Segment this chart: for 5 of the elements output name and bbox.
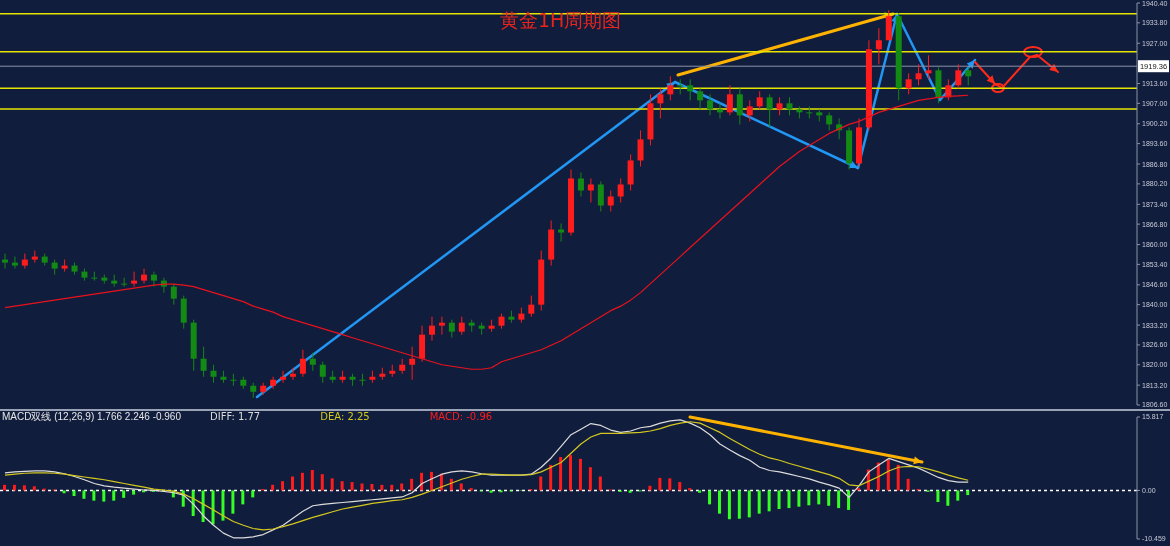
text: DIFF: 1.77 <box>210 411 261 422</box>
annotation: MACD双线 (12,26,9) 1.766 2.246 -0.960 <box>2 410 181 424</box>
chart-title: 黄金1H周期图 <box>500 8 622 33</box>
text: MACD: -0.96 <box>429 411 493 422</box>
text: DEA: 2.25 <box>320 411 370 422</box>
